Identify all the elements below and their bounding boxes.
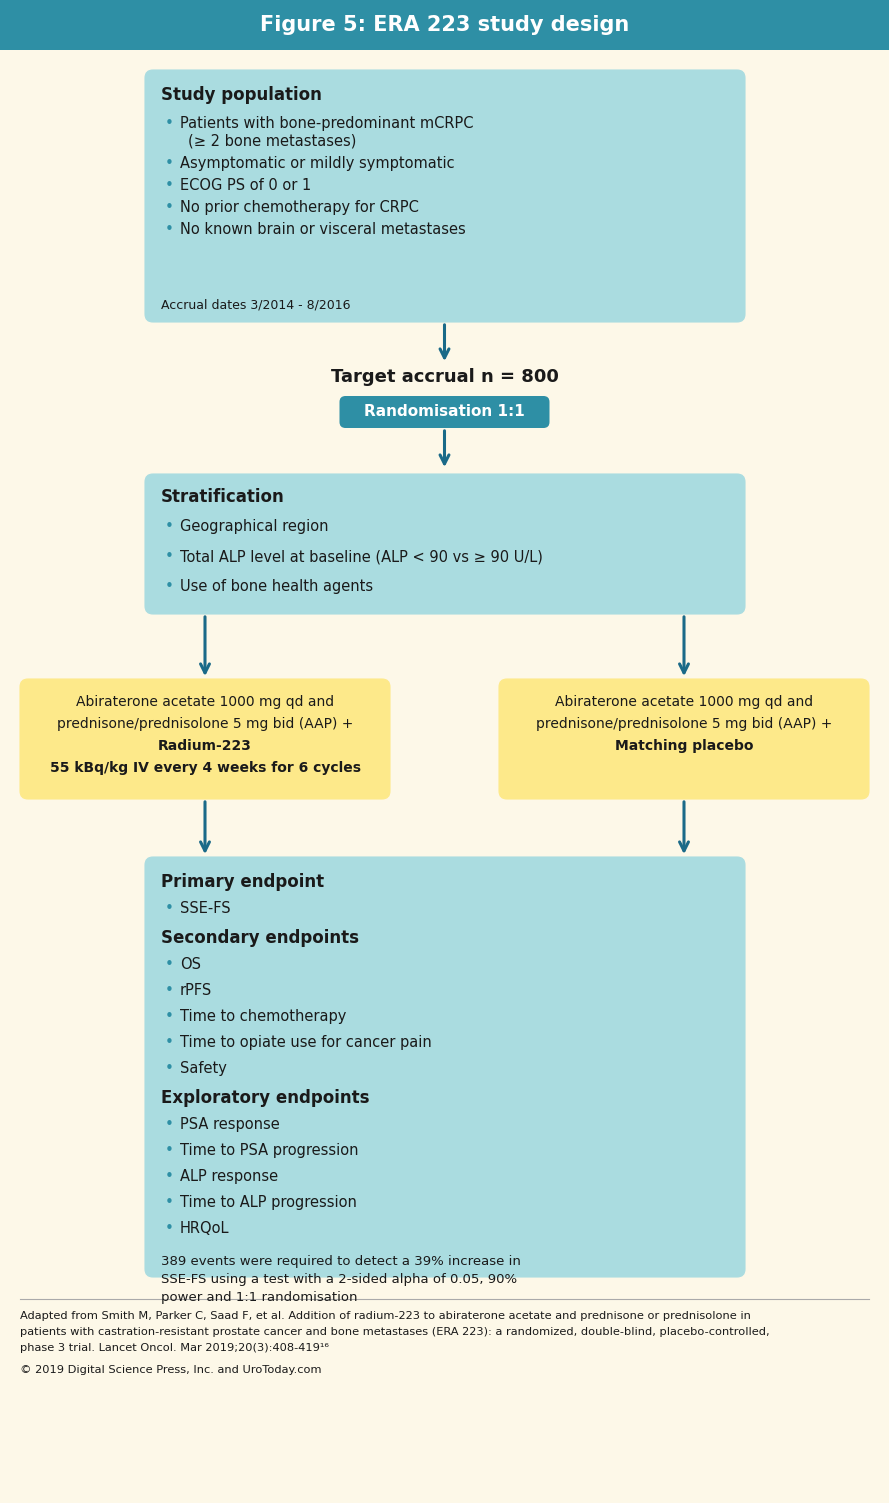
Text: Primary endpoint: Primary endpoint (161, 873, 324, 891)
Text: •: • (165, 1061, 174, 1076)
Text: Matching placebo: Matching placebo (615, 739, 753, 753)
Text: •: • (165, 549, 174, 564)
Text: Accrual dates 3/2014 - 8/2016: Accrual dates 3/2014 - 8/2016 (161, 299, 350, 313)
Text: OS: OS (180, 957, 201, 972)
Text: Figure 5: ERA 223 study design: Figure 5: ERA 223 study design (260, 15, 629, 35)
Text: Exploratory endpoints: Exploratory endpoints (161, 1090, 370, 1108)
Text: (≥ 2 bone metastases): (≥ 2 bone metastases) (188, 134, 356, 149)
Text: ALP response: ALP response (180, 1169, 278, 1184)
Text: Abiraterone acetate 1000 mg qd and: Abiraterone acetate 1000 mg qd and (555, 694, 813, 709)
Text: Abiraterone acetate 1000 mg qd and: Abiraterone acetate 1000 mg qd and (76, 694, 334, 709)
Text: SSE-FS using a test with a 2-sided alpha of 0.05, 90%: SSE-FS using a test with a 2-sided alpha… (161, 1273, 517, 1287)
Text: prednisone/prednisolone 5 mg bid (AAP) +: prednisone/prednisolone 5 mg bid (AAP) + (57, 717, 353, 730)
Text: Geographical region: Geographical region (180, 519, 329, 534)
Text: Adapted from Smith M, Parker C, Saad F, et al. Addition of radium-223 to abirate: Adapted from Smith M, Parker C, Saad F, … (20, 1311, 751, 1321)
Text: •: • (165, 957, 174, 972)
Text: Asymptomatic or mildly symptomatic: Asymptomatic or mildly symptomatic (180, 156, 454, 171)
Text: ECOG PS of 0 or 1: ECOG PS of 0 or 1 (180, 177, 311, 192)
Text: power and 1:1 randomisation: power and 1:1 randomisation (161, 1291, 357, 1305)
Text: •: • (165, 1169, 174, 1184)
Text: •: • (165, 1036, 174, 1051)
Text: Time to PSA progression: Time to PSA progression (180, 1142, 358, 1157)
Text: Target accrual n = 800: Target accrual n = 800 (331, 368, 558, 386)
FancyBboxPatch shape (145, 71, 745, 322)
Text: Time to ALP progression: Time to ALP progression (180, 1195, 356, 1210)
Text: •: • (165, 177, 174, 192)
Text: •: • (165, 1195, 174, 1210)
Text: Time to chemotherapy: Time to chemotherapy (180, 1009, 347, 1024)
FancyBboxPatch shape (145, 857, 745, 1278)
FancyBboxPatch shape (340, 395, 549, 428)
FancyBboxPatch shape (20, 679, 390, 800)
Text: 389 events were required to detect a 39% increase in: 389 events were required to detect a 39%… (161, 1255, 521, 1269)
Text: © 2019 Digital Science Press, Inc. and UroToday.com: © 2019 Digital Science Press, Inc. and U… (20, 1365, 322, 1375)
Text: prednisone/prednisolone 5 mg bid (AAP) +: prednisone/prednisolone 5 mg bid (AAP) + (536, 717, 832, 730)
Text: No known brain or visceral metastases: No known brain or visceral metastases (180, 222, 466, 237)
Text: •: • (165, 900, 174, 915)
Text: •: • (165, 1142, 174, 1157)
Text: Stratification: Stratification (161, 488, 284, 507)
Text: •: • (165, 579, 174, 594)
Text: Randomisation 1:1: Randomisation 1:1 (364, 404, 525, 419)
Text: •: • (165, 156, 174, 171)
FancyBboxPatch shape (145, 473, 745, 615)
Text: Secondary endpoints: Secondary endpoints (161, 929, 359, 947)
Text: •: • (165, 200, 174, 215)
Text: Study population: Study population (161, 86, 322, 104)
FancyBboxPatch shape (0, 0, 889, 50)
FancyBboxPatch shape (499, 679, 869, 800)
Text: phase 3 trial. Lancet Oncol. Mar 2019;20(3):408-419¹⁶: phase 3 trial. Lancet Oncol. Mar 2019;20… (20, 1344, 329, 1353)
Text: •: • (165, 519, 174, 534)
Text: •: • (165, 222, 174, 237)
Text: No prior chemotherapy for CRPC: No prior chemotherapy for CRPC (180, 200, 419, 215)
Text: patients with castration-resistant prostate cancer and bone metastases (ERA 223): patients with castration-resistant prost… (20, 1327, 770, 1338)
Text: •: • (165, 116, 174, 131)
Text: Total ALP level at baseline (ALP < 90 vs ≥ 90 U/L): Total ALP level at baseline (ALP < 90 vs… (180, 549, 543, 564)
Text: SSE-FS: SSE-FS (180, 900, 230, 915)
Text: Radium-223: Radium-223 (158, 739, 252, 753)
Text: •: • (165, 983, 174, 998)
Text: •: • (165, 1009, 174, 1024)
Text: Use of bone health agents: Use of bone health agents (180, 579, 373, 594)
Text: rPFS: rPFS (180, 983, 212, 998)
Text: •: • (165, 1220, 174, 1235)
Text: PSA response: PSA response (180, 1117, 280, 1132)
Text: 55 kBq/kg IV every 4 weeks for 6 cycles: 55 kBq/kg IV every 4 weeks for 6 cycles (50, 761, 361, 776)
Text: •: • (165, 1117, 174, 1132)
Text: Safety: Safety (180, 1061, 227, 1076)
Text: Patients with bone-predominant mCRPC: Patients with bone-predominant mCRPC (180, 116, 474, 131)
Text: Time to opiate use for cancer pain: Time to opiate use for cancer pain (180, 1036, 432, 1051)
Text: HRQoL: HRQoL (180, 1220, 229, 1235)
